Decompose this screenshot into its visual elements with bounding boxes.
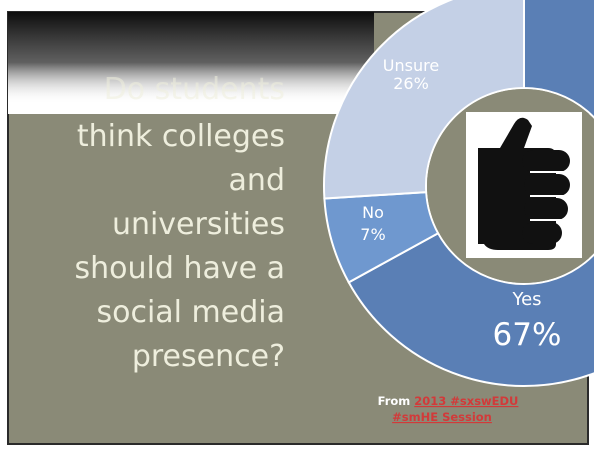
slide-title: Do students think colleges and universit…	[75, 72, 285, 374]
donut-slice-yes	[347, 0, 594, 387]
thumbs-up-icon	[466, 112, 582, 258]
title-line: universities	[112, 207, 285, 242]
title-line: should have a	[75, 251, 285, 286]
source-attribution: From 2013 #sxswEDU #smHE Session	[378, 394, 519, 424]
source-prefix: From	[378, 394, 411, 408]
slice-label-yes: Yes	[511, 289, 541, 310]
title-line: social media	[96, 295, 285, 330]
title-line: Do students	[104, 72, 285, 107]
svg-text:From 2013 #sxswE: From 2013 #sxswEDU	[378, 394, 519, 408]
title-line: presence?	[132, 339, 285, 374]
slice-value-no: 7%	[360, 225, 385, 244]
donut-slice-unsure	[323, 0, 525, 200]
slice-label-unsure: Unsure	[383, 56, 439, 75]
title-line: and	[229, 163, 285, 198]
slice-value-unsure: 26%	[393, 74, 429, 93]
source-link-line2[interactable]: #smHE Session	[392, 410, 492, 424]
slice-value-yes: 67%	[493, 317, 562, 353]
source-link[interactable]: 2013 #sxswEDU	[414, 394, 518, 408]
title-line: think colleges	[77, 119, 285, 154]
title-banner-shade	[8, 12, 374, 104]
slice-label-no: No	[362, 203, 384, 222]
